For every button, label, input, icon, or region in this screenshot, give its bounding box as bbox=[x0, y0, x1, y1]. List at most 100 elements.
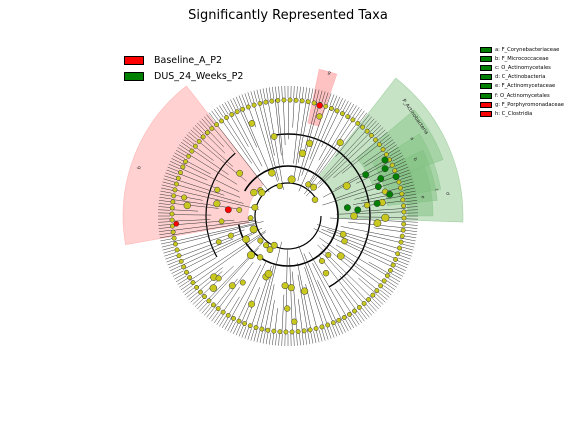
branch bbox=[322, 180, 401, 206]
leaf-tick bbox=[304, 87, 308, 100]
branch bbox=[352, 195, 405, 205]
branch bbox=[306, 128, 368, 197]
leaf-tick bbox=[182, 285, 193, 293]
leaf-tick bbox=[182, 139, 193, 147]
taxon-node bbox=[228, 282, 236, 290]
branch bbox=[312, 263, 343, 321]
leaf-tick bbox=[227, 100, 234, 112]
leaf-tick bbox=[192, 127, 202, 136]
leaf-tick bbox=[313, 89, 317, 101]
leaf-node bbox=[245, 104, 251, 110]
taxon-node bbox=[214, 186, 221, 193]
leaf-tick bbox=[159, 196, 172, 200]
taxon-node bbox=[251, 204, 259, 211]
branch bbox=[335, 288, 353, 316]
branch bbox=[308, 251, 348, 319]
leaf-tick bbox=[363, 116, 373, 126]
leaf-tick bbox=[172, 155, 184, 162]
clade-legend-item: a: F_Corynebacteriaceae bbox=[480, 45, 564, 54]
leaf-node bbox=[215, 306, 221, 312]
branch bbox=[317, 280, 338, 324]
leaf-tick bbox=[405, 227, 418, 229]
branch bbox=[170, 219, 256, 231]
leaf-tick bbox=[405, 229, 418, 232]
leaf-tick bbox=[384, 282, 396, 291]
taxon-node bbox=[183, 201, 191, 210]
branch bbox=[335, 244, 390, 278]
leaf-node bbox=[196, 138, 202, 144]
branch bbox=[170, 209, 199, 212]
taxon-node bbox=[236, 169, 244, 177]
leaf-tick bbox=[403, 238, 416, 242]
leaf-node bbox=[323, 103, 329, 109]
branch bbox=[334, 175, 399, 200]
leaf-tick bbox=[392, 270, 404, 277]
leaf-node bbox=[277, 329, 283, 335]
branch bbox=[330, 217, 406, 222]
leaf-node bbox=[225, 312, 231, 318]
clade-legend-item: h: C_Clostridia bbox=[480, 109, 564, 118]
taxon-node bbox=[276, 182, 283, 190]
clade-legend-item: g: F_Porphyromonadaceae bbox=[480, 100, 564, 109]
branch bbox=[185, 257, 217, 276]
leaf-tick bbox=[301, 86, 304, 99]
leaf-tick bbox=[278, 86, 280, 99]
leaf-tick bbox=[158, 224, 171, 226]
leaf-node bbox=[224, 115, 229, 121]
leaf-node bbox=[398, 185, 404, 191]
leaf-node bbox=[313, 326, 319, 332]
leaf-tick bbox=[316, 330, 320, 343]
taxon-node bbox=[325, 251, 332, 258]
leaf-tick bbox=[345, 102, 352, 113]
branch bbox=[274, 98, 282, 156]
clade-legend-item: e: F_Actinomycetaceae bbox=[480, 82, 564, 91]
green-node bbox=[362, 171, 370, 179]
leaf-tick bbox=[354, 108, 363, 120]
leaf-tick bbox=[405, 221, 418, 223]
branch bbox=[305, 116, 352, 189]
branch bbox=[171, 194, 203, 201]
nodes bbox=[169, 97, 407, 335]
leaf-tick bbox=[368, 120, 377, 130]
leaf-node bbox=[336, 317, 342, 323]
taxon-node bbox=[281, 282, 289, 290]
leaf-tick bbox=[158, 209, 171, 211]
leaf-tick bbox=[402, 184, 415, 188]
leaf-tick bbox=[405, 224, 418, 226]
clade-legend-label: e: F_Actinomycetaceae bbox=[495, 83, 556, 90]
leaf-tick bbox=[405, 203, 418, 205]
leaf-node bbox=[206, 298, 212, 304]
taxon-node bbox=[268, 169, 276, 177]
leaf-tick bbox=[184, 136, 195, 145]
leaf-tick bbox=[238, 95, 244, 107]
leaf-tick bbox=[170, 161, 182, 167]
leaf-tick bbox=[405, 209, 418, 211]
branch bbox=[298, 245, 329, 328]
clade-label: a bbox=[409, 136, 415, 141]
leaf-node bbox=[234, 109, 240, 115]
leaf-tick bbox=[265, 87, 269, 100]
leaf-tick bbox=[357, 110, 365, 121]
leaf-node bbox=[329, 105, 334, 111]
leaf-tick bbox=[393, 158, 405, 164]
leaf-tick bbox=[253, 90, 258, 103]
branch bbox=[180, 227, 263, 267]
taxon-node bbox=[250, 188, 258, 197]
branch bbox=[206, 241, 264, 302]
leaf-node bbox=[281, 97, 287, 103]
leaf-node bbox=[301, 328, 307, 334]
leaf-tick bbox=[340, 99, 346, 111]
taxon-node bbox=[337, 252, 345, 260]
leaf-tick bbox=[281, 333, 283, 346]
leaf-node bbox=[187, 275, 193, 280]
leaf-tick bbox=[197, 122, 206, 132]
clade-swatch bbox=[480, 83, 492, 90]
leaf-tick bbox=[159, 193, 172, 197]
branch bbox=[293, 98, 301, 164]
leaf-node bbox=[190, 280, 196, 285]
taxon-node bbox=[246, 251, 255, 260]
leaf-tick bbox=[334, 96, 341, 108]
leaf-node bbox=[397, 245, 402, 251]
taxon-node bbox=[322, 269, 330, 277]
